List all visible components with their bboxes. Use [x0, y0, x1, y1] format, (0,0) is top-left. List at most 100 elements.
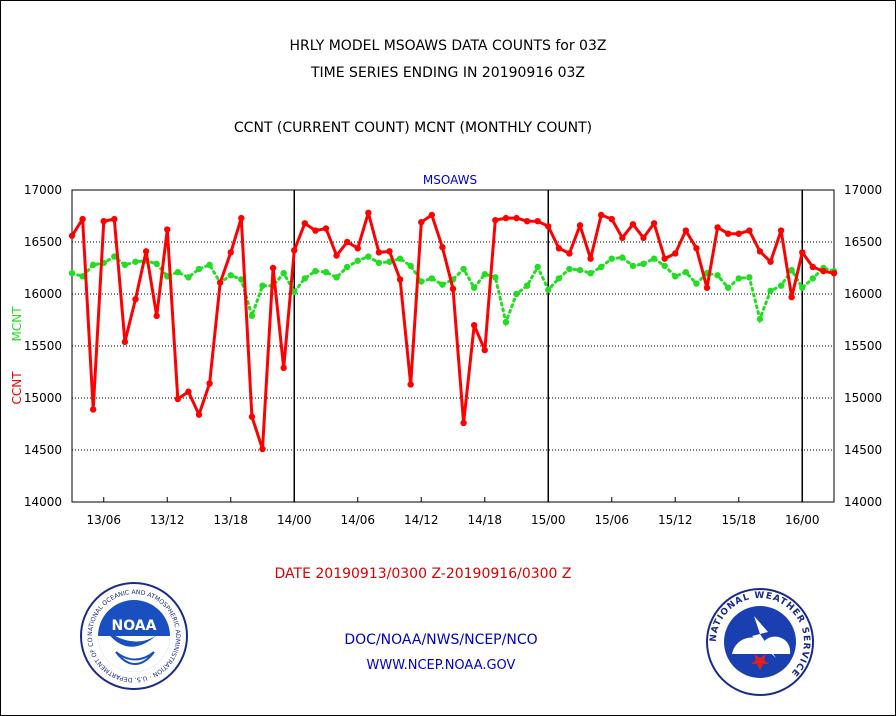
data-point-mcnt — [629, 262, 637, 270]
data-point-mcnt — [608, 255, 615, 262]
date-range: DATE 20190913/0300 Z-20190916/0300 Z — [274, 566, 572, 582]
x-tick-label: 16/00 — [785, 513, 820, 527]
data-point-mcnt — [185, 274, 192, 281]
series-line-ccnt — [70, 211, 835, 451]
x-tick-label: 15/12 — [658, 513, 693, 527]
website-link[interactable]: WWW.NCEP.NOAA.GOV — [366, 658, 516, 673]
day-lines — [293, 190, 803, 502]
data-point-mcnt — [576, 266, 584, 274]
data-point-ccnt — [650, 220, 658, 227]
data-point-ccnt — [439, 244, 446, 251]
data-point-ccnt — [746, 227, 753, 234]
y-axis-label-ccnt: CCNT — [10, 371, 24, 405]
data-point-mcnt — [767, 287, 774, 295]
data-point-mcnt — [407, 262, 414, 270]
data-point-mcnt — [354, 257, 361, 264]
data-point-ccnt — [724, 230, 732, 237]
data-point-ccnt — [206, 380, 213, 387]
data-point-ccnt — [492, 216, 499, 224]
series-ccnt — [68, 209, 838, 453]
data-point-mcnt — [545, 286, 552, 294]
data-point-ccnt — [619, 234, 626, 242]
data-point-ccnt — [502, 214, 510, 222]
data-point-ccnt — [470, 322, 478, 329]
data-point-ccnt — [365, 209, 372, 217]
data-point-ccnt — [333, 252, 340, 259]
data-point-ccnt — [830, 270, 838, 277]
data-point-ccnt — [597, 211, 605, 219]
data-point-mcnt — [418, 278, 425, 285]
data-point-mcnt — [788, 266, 795, 274]
data-point-ccnt — [375, 249, 383, 256]
y-tick-label-right: 16000 — [844, 287, 882, 301]
data-point-ccnt — [312, 227, 319, 234]
data-point-ccnt — [68, 232, 76, 239]
x-tick-label: 15/06 — [594, 513, 629, 527]
data-point-mcnt — [322, 268, 330, 276]
data-point-ccnt — [142, 248, 150, 255]
data-point-mcnt — [555, 275, 563, 282]
chart-subtitle: CCNT (CURRENT COUNT) MCNT (MONTHLY COUNT… — [233, 120, 593, 136]
data-point-ccnt — [89, 406, 97, 413]
x-tick-label: 13/12 — [150, 513, 185, 527]
data-point-mcnt — [502, 318, 510, 326]
data-point-mcnt — [523, 282, 531, 289]
data-point-mcnt — [396, 255, 404, 262]
data-point-ccnt — [703, 284, 711, 291]
data-point-ccnt — [608, 215, 615, 223]
data-point-mcnt — [195, 265, 203, 273]
data-point-ccnt — [682, 227, 690, 234]
x-tick-label: 14/12 — [404, 513, 439, 527]
data-point-ccnt — [343, 238, 351, 246]
data-point-ccnt — [396, 276, 404, 283]
data-point-mcnt — [809, 275, 817, 282]
data-point-mcnt — [248, 312, 256, 320]
y-tick-label-right: 14500 — [844, 443, 882, 457]
data-point-ccnt — [195, 411, 203, 418]
nws-logo: NATIONAL WEATHER SERVICE — [706, 588, 814, 696]
data-point-ccnt — [809, 263, 817, 271]
data-point-ccnt — [767, 258, 774, 265]
data-point-ccnt — [714, 224, 721, 231]
data-point-mcnt — [280, 270, 287, 277]
data-point-mcnt — [68, 270, 76, 277]
data-point-mcnt — [301, 275, 309, 282]
data-point-ccnt — [418, 219, 425, 226]
data-point-ccnt — [799, 249, 806, 256]
data-point-mcnt — [174, 268, 182, 276]
data-point-ccnt — [640, 234, 647, 242]
title-line-2: TIME SERIES ENDING IN 20190916 03Z — [311, 65, 585, 81]
data-point-ccnt — [693, 245, 700, 252]
data-point-mcnt — [291, 288, 298, 296]
data-point-mcnt — [566, 265, 573, 273]
y-axis-label-mcnt: MCNT — [10, 306, 24, 342]
data-point-ccnt — [111, 215, 118, 223]
data-point-mcnt — [439, 281, 446, 288]
data-point-ccnt — [788, 293, 795, 301]
data-point-ccnt — [481, 346, 488, 354]
data-point-ccnt — [820, 267, 827, 275]
y-tick-label-left: 15000 — [24, 391, 62, 405]
data-point-ccnt — [174, 395, 182, 403]
data-point-ccnt — [587, 255, 594, 262]
y-tick-label-right: 17000 — [844, 183, 882, 197]
data-point-mcnt — [513, 290, 520, 298]
data-point-mcnt — [799, 284, 806, 291]
series-layer — [68, 209, 838, 453]
data-point-ccnt — [301, 220, 309, 227]
data-point-mcnt — [650, 255, 658, 262]
data-point-mcnt — [238, 276, 245, 283]
data-point-ccnt — [79, 215, 86, 223]
data-point-mcnt — [375, 259, 383, 266]
data-point-mcnt — [672, 273, 679, 280]
data-point-mcnt — [227, 272, 234, 279]
data-point-mcnt — [587, 270, 594, 277]
data-point-ccnt — [248, 413, 256, 420]
data-point-mcnt — [693, 280, 700, 287]
data-point-ccnt — [238, 214, 245, 222]
data-point-ccnt — [545, 223, 552, 230]
data-point-ccnt — [227, 249, 234, 256]
data-point-ccnt — [153, 312, 160, 320]
plot-frame — [71, 189, 835, 503]
data-point-ccnt — [100, 218, 107, 225]
